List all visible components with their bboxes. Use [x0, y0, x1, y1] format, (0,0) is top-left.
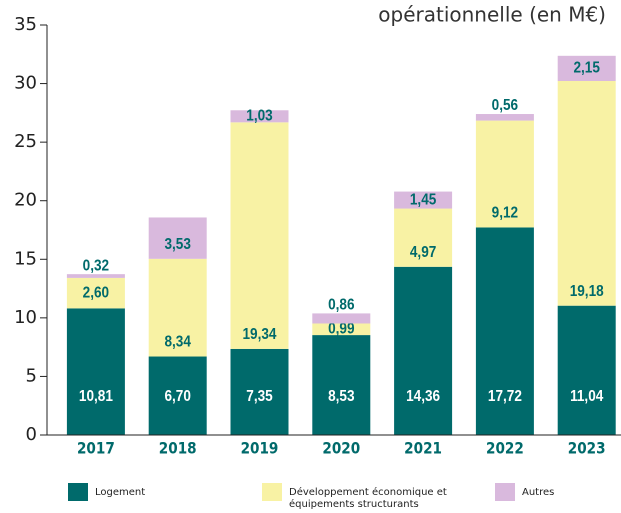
- bar-segment: [230, 348, 289, 435]
- bar-segment: [148, 217, 207, 259]
- bar-segment: [557, 55, 616, 81]
- legend-swatch: [495, 483, 515, 501]
- y-tick-label: 0: [26, 424, 37, 445]
- value-label: 17,72: [488, 388, 522, 405]
- x-tick-label: 2017: [77, 439, 115, 457]
- legend-label: Développement économique et équipements …: [289, 487, 447, 510]
- x-tick-label: 2019: [241, 439, 279, 457]
- value-label: 0,99: [328, 321, 354, 338]
- bar-segment: [557, 305, 616, 435]
- y-tick-label: 5: [26, 365, 37, 386]
- value-label: 19,34: [243, 326, 278, 343]
- value-label: 0,32: [83, 257, 109, 274]
- bar-segment: [312, 335, 371, 435]
- bar-segment: [66, 308, 125, 435]
- value-label: 1,45: [410, 191, 436, 208]
- value-label: 0,56: [492, 97, 518, 114]
- chart-title: opérationnelle (en M€): [378, 3, 606, 27]
- value-label: 7,35: [246, 388, 272, 405]
- bar-segment: [557, 80, 616, 306]
- x-tick-label: 2023: [568, 439, 606, 457]
- legend-swatch: [262, 483, 282, 501]
- y-tick-label: 20: [14, 190, 37, 211]
- bar-segment: [475, 227, 534, 435]
- value-label: 8,53: [328, 388, 354, 405]
- bar-segment: [312, 313, 371, 324]
- legend-label: Autres: [522, 487, 555, 498]
- bar-segment: [66, 274, 125, 278]
- bar-segment: [475, 120, 534, 228]
- bar-segment: [148, 258, 207, 357]
- value-label: 14,36: [406, 388, 440, 405]
- value-label: 4,97: [410, 244, 436, 261]
- value-label: 11,04: [570, 388, 604, 405]
- x-tick-label: 2021: [404, 439, 442, 457]
- value-label: 1,03: [246, 108, 272, 125]
- x-tick-label: 2020: [322, 439, 360, 457]
- bar-segment: [475, 114, 534, 121]
- bar-segment: [148, 356, 207, 435]
- x-tick-label: 2022: [486, 439, 524, 457]
- y-tick-label: 25: [14, 131, 37, 152]
- y-tick-label: 35: [14, 14, 37, 35]
- value-label: 0,86: [328, 297, 354, 314]
- bar-segment: [66, 277, 125, 309]
- bar-segment: [394, 191, 453, 209]
- bar-segment: [312, 323, 371, 336]
- y-tick-label: 30: [14, 73, 37, 94]
- value-label: 9,12: [492, 205, 518, 222]
- value-label: 6,70: [164, 388, 190, 405]
- bar-segment: [230, 110, 289, 123]
- value-label: 8,34: [164, 334, 191, 351]
- legend-label: Logement: [95, 487, 146, 498]
- bar-segment: [394, 208, 453, 267]
- value-label: 10,81: [79, 388, 113, 405]
- y-tick-label: 10: [14, 307, 37, 328]
- value-label: 3,53: [164, 236, 190, 253]
- legend-swatch: [68, 483, 88, 501]
- value-label: 2,15: [573, 60, 599, 77]
- value-label: 2,60: [83, 284, 109, 301]
- y-tick-label: 15: [14, 248, 37, 269]
- bar-segment: [394, 266, 453, 435]
- x-tick-label: 2018: [159, 439, 197, 457]
- value-label: 19,18: [570, 283, 604, 300]
- bar-segment: [230, 122, 289, 349]
